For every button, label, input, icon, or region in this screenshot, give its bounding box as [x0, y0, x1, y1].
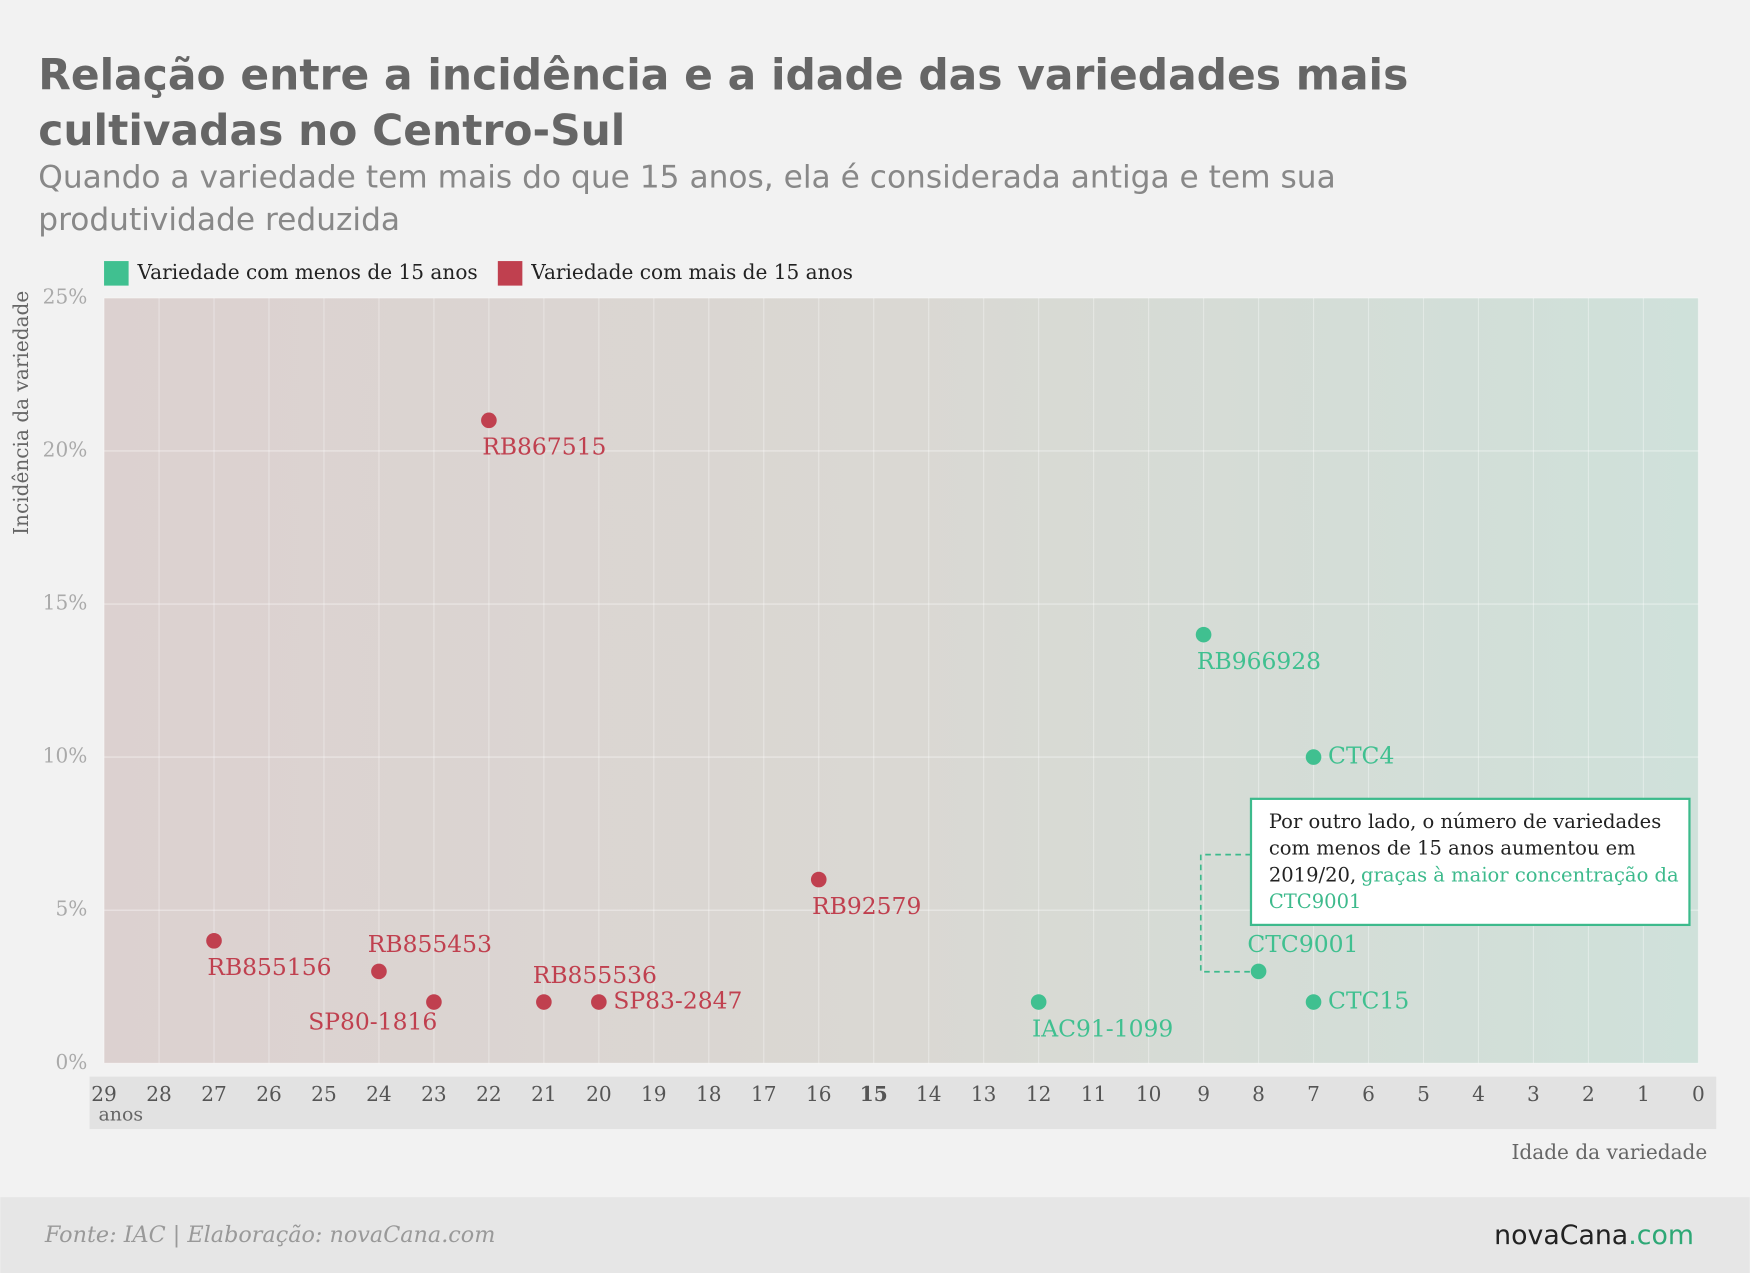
point: [1030, 994, 1047, 1010]
x-tick-label: 13: [971, 1082, 997, 1106]
y-tick-label: 5%: [55, 897, 87, 921]
x-tick-label: 7: [1307, 1082, 1320, 1106]
annotation-text: Por outro lado, o número de variedades c…: [1268, 811, 1662, 887]
point: [810, 871, 827, 888]
chart-subtitle: Quando a variedade tem mais do que 15 an…: [38, 158, 1336, 238]
x-tick-label: 29: [91, 1082, 117, 1106]
x-tick-label: 24: [366, 1082, 392, 1106]
source: Fonte: IAC | Elaboração: novaCana.com: [44, 1222, 495, 1248]
footer: [0, 1197, 1750, 1273]
annotation: Por outro lado, o número de variedades c…: [1269, 809, 1682, 916]
point-label: RB855156: [207, 953, 331, 981]
point: [1195, 626, 1212, 643]
point: [206, 932, 222, 949]
annotation-connector: [1199, 853, 1251, 973]
point: [371, 963, 387, 980]
annotation-highlight: graças à maior concentração da CTC9001: [1268, 864, 1679, 914]
x-tick-label: 1: [1637, 1082, 1650, 1106]
point-label: RB966928: [1197, 647, 1321, 675]
x-tick-label: 20: [586, 1082, 612, 1106]
point-label: CTC9001: [1247, 930, 1358, 958]
point-label: RB855536: [533, 961, 657, 989]
point-label: RB92579: [812, 892, 921, 920]
subtitle-box: Quando a variedade tem mais do que 15 an…: [38, 158, 1336, 238]
y-tick-label: 20%: [43, 437, 88, 461]
x-tick-label: 18: [696, 1082, 722, 1106]
x-tick-label: 23: [421, 1082, 447, 1106]
x-tick-label: 16: [806, 1082, 832, 1106]
legend-label: Variedade com mais de 15 anos: [530, 260, 853, 284]
point: [536, 994, 552, 1010]
point-label: CTC15: [1328, 987, 1409, 1015]
x-tick-label: 11: [1081, 1082, 1107, 1106]
point: [1305, 749, 1322, 765]
x-tick-label: 25: [311, 1082, 337, 1106]
point-label: RB867515: [482, 433, 606, 461]
point-label: SP83-2847: [613, 987, 742, 1015]
x-axis-band: [89, 1076, 1717, 1130]
x-tick-label: 5: [1417, 1082, 1430, 1106]
marks: 29 28 27 26 25 24 23 22 21 20 19 18 17 16 15 14 13 12 11 10…: [43, 260, 1705, 1106]
annotation-text-box: Por outro lado, o número de variedades c…: [1269, 809, 1682, 916]
y-tick-label: 0%: [55, 1050, 87, 1074]
point-label: CTC4: [1328, 742, 1394, 770]
legend-swatch: [104, 261, 129, 286]
point-label: IAC91-1099: [1032, 1014, 1173, 1042]
plot-area: [104, 297, 1699, 1064]
x-tick-label: 21: [531, 1082, 557, 1106]
title-box: Relação entre a incidência e a idade das…: [38, 50, 1409, 156]
annotation-box: [1249, 797, 1691, 927]
x-tick-label: 12: [1026, 1082, 1052, 1106]
point: [591, 994, 607, 1010]
x-tick-label: 22: [476, 1082, 502, 1106]
x-tick-label: 2: [1582, 1082, 1595, 1106]
logo-main: novaCana: [1494, 1220, 1628, 1251]
logo: novaCana.com: [1494, 1220, 1694, 1251]
point: [481, 412, 497, 429]
x-tick-label: 17: [751, 1082, 777, 1106]
x-tick-label: 3: [1527, 1082, 1540, 1106]
x-tick-label: 9: [1197, 1082, 1210, 1106]
point: [1305, 994, 1322, 1010]
x-tick-label: 0: [1692, 1082, 1705, 1106]
x-tick-label: 8: [1252, 1082, 1265, 1106]
y-tick-label: 15%: [43, 591, 88, 615]
legend-label: Variedade com menos de 15 anos: [137, 260, 478, 284]
y-tick-label: 25%: [43, 284, 88, 308]
x-tick-label: 4: [1472, 1082, 1485, 1106]
logo-tld: .com: [1628, 1220, 1694, 1251]
x-tick-label: 10: [1136, 1082, 1162, 1106]
x-tick-label: 6: [1362, 1082, 1375, 1106]
point-label: RB855453: [368, 930, 492, 958]
y-tick-label: 10%: [43, 744, 88, 768]
y-axis-label: Incidência da variedade: [9, 291, 33, 535]
x-tick-label: 27: [201, 1082, 227, 1106]
point: [426, 994, 442, 1010]
x-unit: anos: [98, 1104, 143, 1126]
point-label: SP80-1816: [308, 1008, 437, 1036]
x-axis-label: Idade da variedade: [1511, 1140, 1707, 1164]
x-tick-label: 14: [916, 1082, 942, 1106]
chart-title: Relação entre a incidência e a idade das…: [38, 50, 1409, 156]
point: [1250, 963, 1267, 980]
x-tick-label: 28: [146, 1082, 172, 1106]
x-tick-label: 26: [256, 1082, 282, 1106]
legend-swatch: [497, 261, 523, 286]
x-tick-label: 15: [860, 1082, 888, 1106]
x-tick-label: 19: [641, 1082, 667, 1106]
